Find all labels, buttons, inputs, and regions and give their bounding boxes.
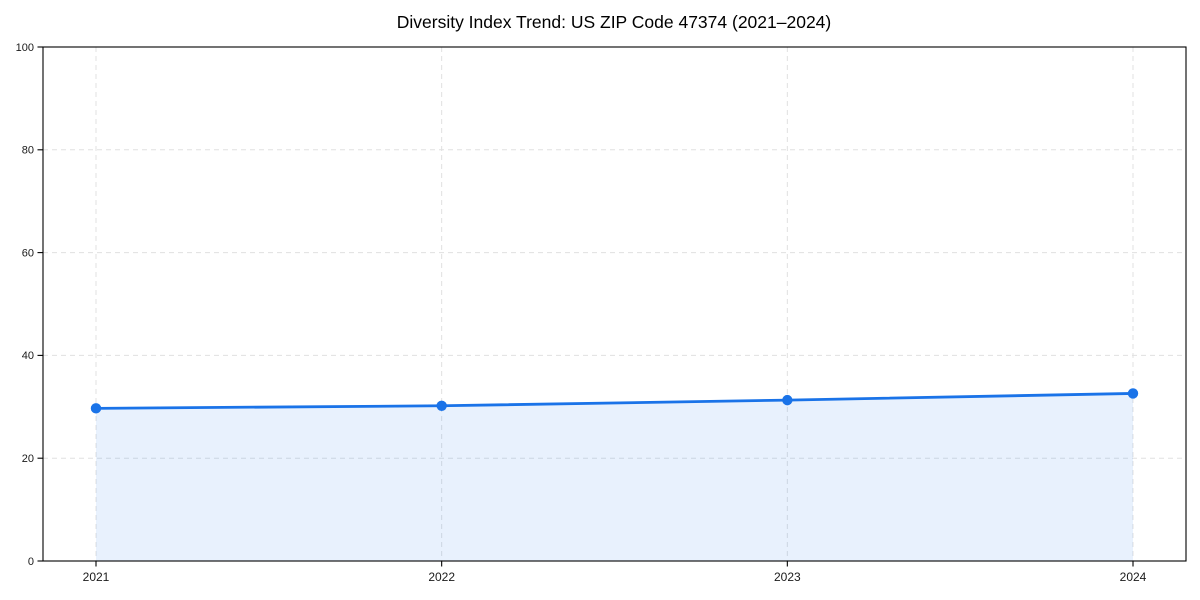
y-tick-label: 20 — [22, 453, 34, 465]
y-tick-label: 60 — [22, 247, 34, 259]
y-tick-label: 40 — [22, 350, 34, 362]
trend-polyline — [94, 392, 1135, 410]
plot-border — [42, 46, 1187, 562]
area-polygon — [96, 393, 1133, 561]
data-point — [436, 400, 447, 411]
axes-box — [42, 46, 1187, 562]
area-fill — [96, 393, 1133, 561]
y-tick-label: 0 — [28, 556, 34, 568]
data-points — [90, 388, 1139, 414]
y-tick-label: 80 — [22, 145, 34, 157]
trend-line — [94, 392, 1135, 410]
data-point — [1127, 388, 1139, 399]
y-tick-labels: 0 20 40 60 80 100 — [16, 42, 34, 568]
data-point — [782, 394, 793, 406]
x-tick-labels: 2021 2022 2023 2024 — [83, 570, 1147, 584]
chart-title: Diversity Index Trend: US ZIP Code 47374… — [397, 12, 832, 32]
gridlines — [43, 47, 1186, 561]
data-point — [90, 403, 102, 414]
tick-marks — [37, 46, 1134, 567]
x-tick-label: 2023 — [774, 570, 801, 584]
x-tick-label: 2024 — [1120, 570, 1147, 584]
y-tick-label: 100 — [16, 42, 34, 54]
x-tick-label: 2021 — [83, 570, 110, 584]
x-tick-label: 2022 — [428, 570, 455, 584]
